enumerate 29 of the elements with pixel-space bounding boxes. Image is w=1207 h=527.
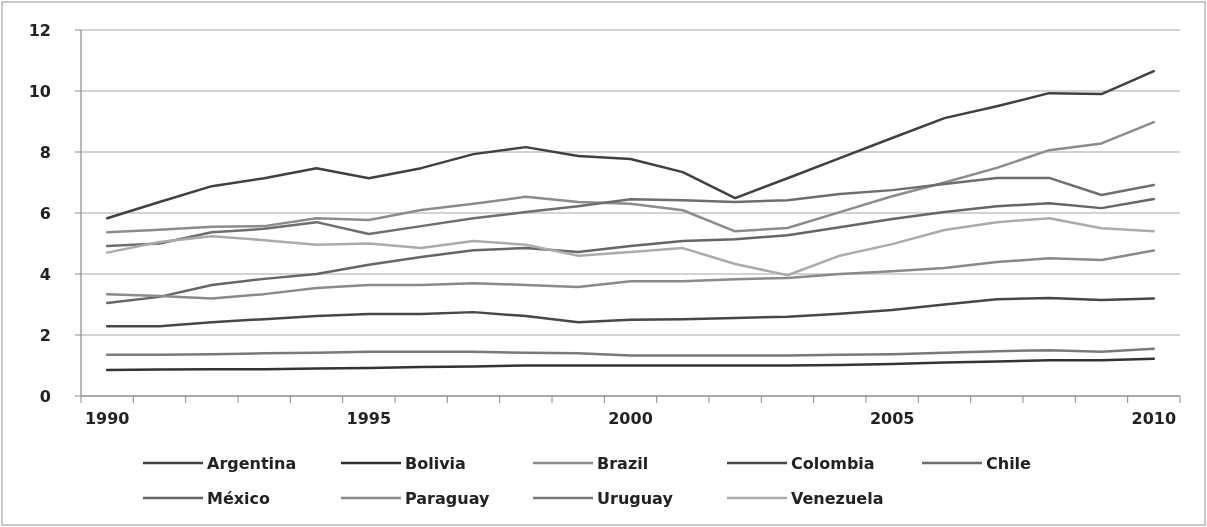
y-tick-label: 2 [39, 325, 51, 345]
line-series [105, 296, 1156, 328]
legend-label: Paraguay [405, 488, 490, 508]
x-tick-label: 2005 [869, 409, 915, 428]
legend-label: Argentina [207, 453, 297, 473]
x-tick-label: 1995 [346, 409, 392, 428]
line-series [105, 197, 1156, 305]
y-tick-label: 10 [28, 81, 51, 101]
y-tick-label: 8 [39, 142, 51, 162]
line-series [105, 176, 1156, 248]
x-tick-label: 2010 [1131, 409, 1177, 428]
line-series [105, 69, 1156, 220]
line-series [105, 249, 1156, 300]
y-tick-label: 12 [28, 20, 51, 40]
y-tick-label: 6 [39, 203, 51, 223]
legend-label: Bolivia [405, 453, 466, 473]
line-series [105, 357, 1156, 372]
legend-label: Uruguay [597, 488, 674, 508]
legend-label: Brazil [597, 453, 649, 473]
legend-label: Chile [986, 453, 1032, 473]
y-tick-label: 4 [39, 264, 51, 284]
legend-label: México [207, 488, 271, 508]
legend-label: Venezuela [791, 488, 884, 508]
x-tick-label: 1990 [84, 409, 130, 428]
legend-label: Colombia [791, 453, 875, 473]
line-series [105, 347, 1156, 357]
x-tick-label: 2000 [608, 409, 653, 428]
line-series [105, 120, 1156, 234]
y-tick-label: 0 [39, 386, 51, 406]
